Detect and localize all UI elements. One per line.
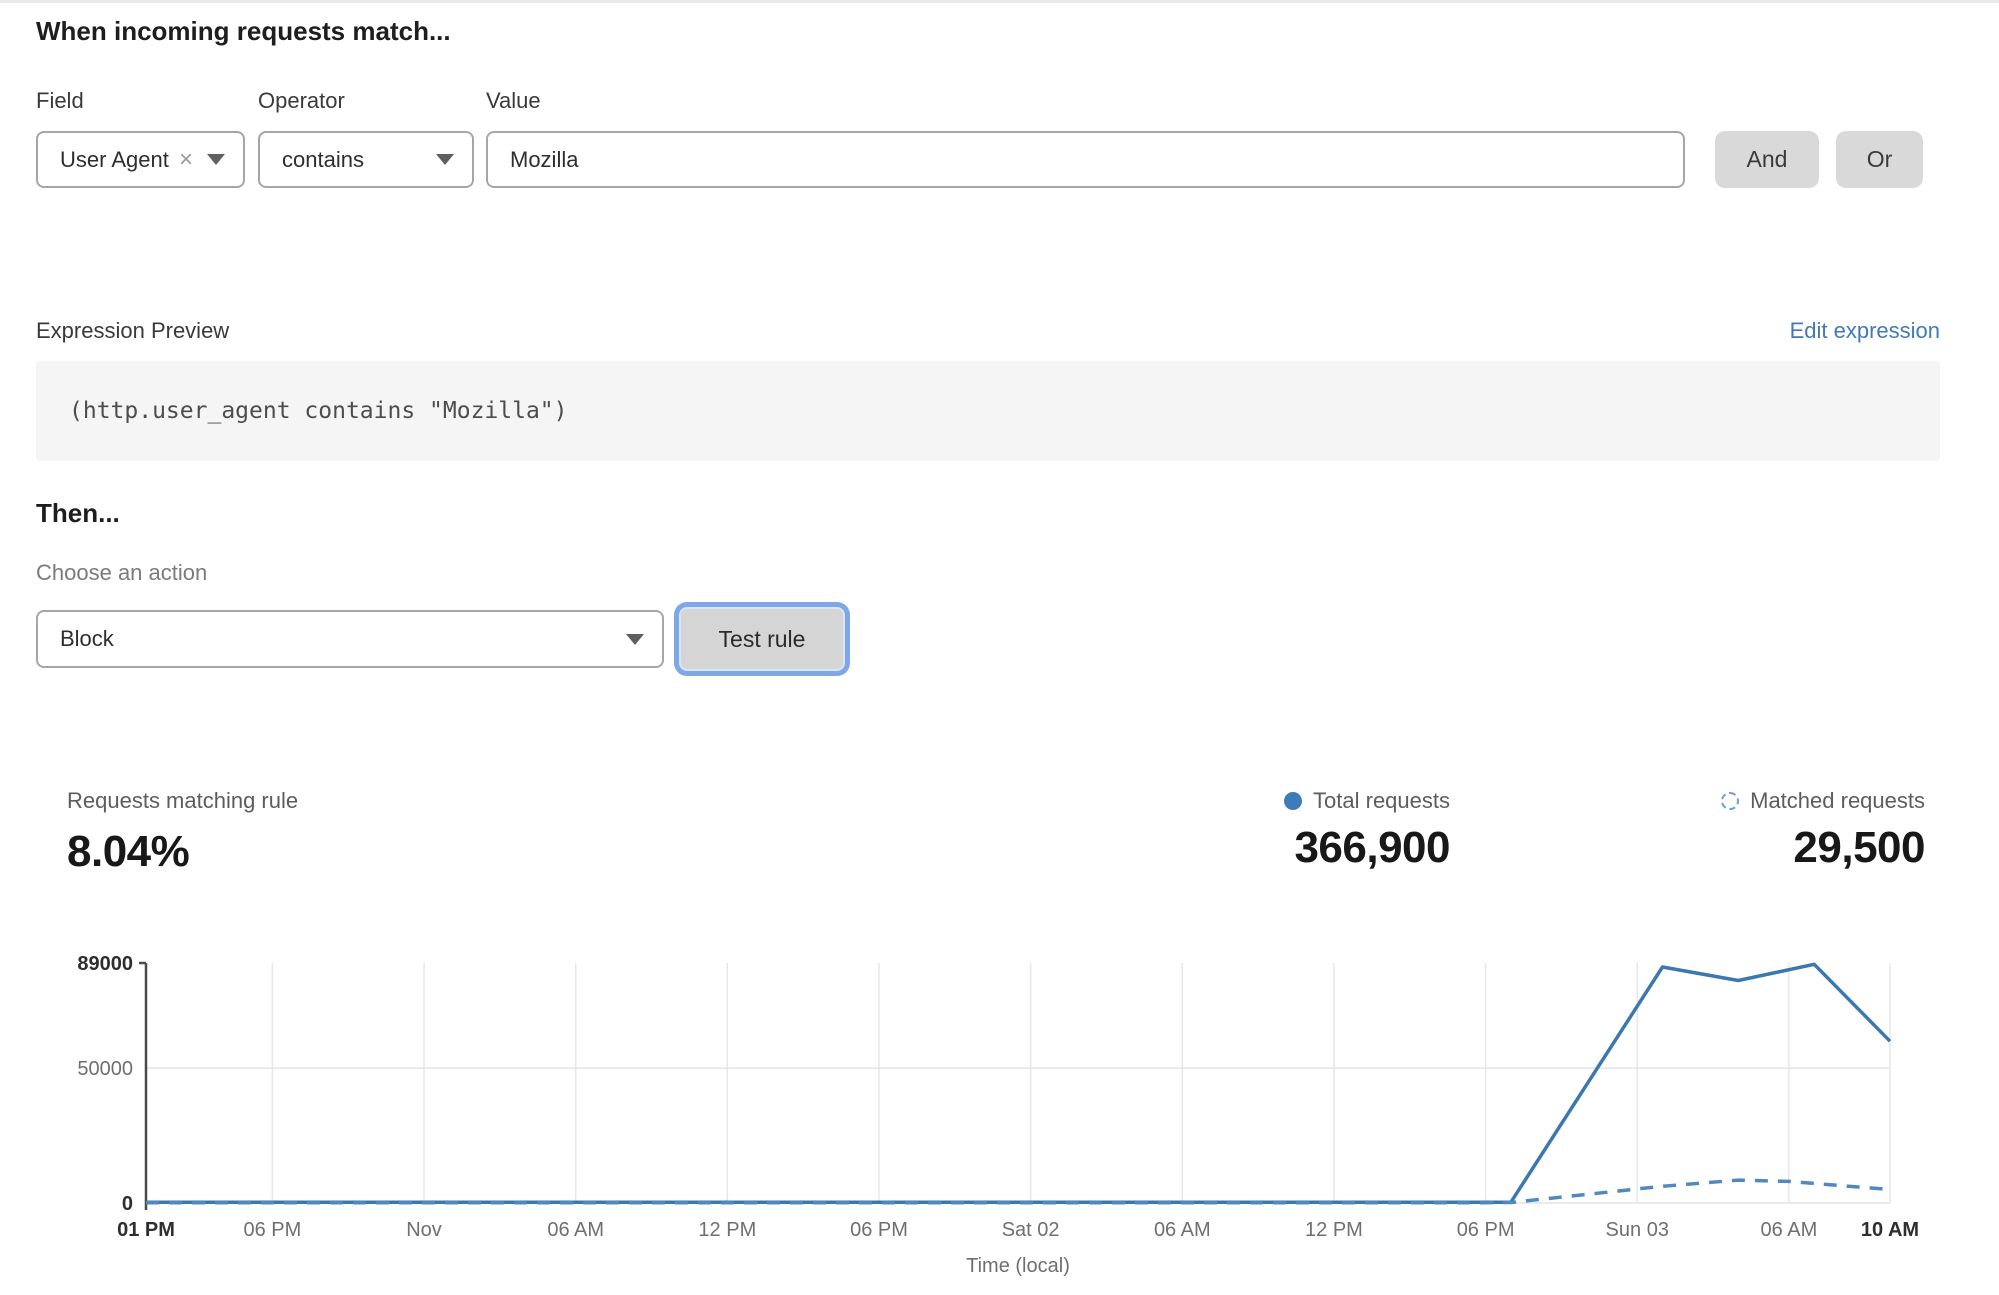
- matched-requests-label: Matched requests: [1750, 788, 1925, 813]
- x-tick-label: 06 AM: [1761, 1219, 1818, 1241]
- y-tick-label: 0: [122, 1193, 133, 1215]
- y-tick-label: 50000: [77, 1058, 133, 1080]
- close-icon[interactable]: ×: [178, 145, 193, 173]
- expression-preview-label: Expression Preview: [36, 318, 230, 343]
- total-requests-label: Total requests: [1313, 788, 1450, 813]
- x-tick-label: Sun 03: [1606, 1219, 1669, 1241]
- y-tick-label: 89000: [77, 953, 133, 975]
- edit-expression-link[interactable]: Edit expression: [1789, 318, 1940, 343]
- operator-selected-value: contains: [282, 146, 364, 172]
- x-tick-label: 06 PM: [1457, 1219, 1515, 1241]
- action-select[interactable]: Block: [36, 610, 664, 668]
- matching-stat-label: Requests matching rule: [67, 788, 299, 813]
- expression-preview-box: (http.user_agent contains "Mozilla"): [36, 361, 1940, 461]
- matched-requests-legend-dashed-circle-icon: [1721, 792, 1740, 810]
- x-tick-label: Nov: [406, 1219, 442, 1241]
- matched-requests-stat: Matched requests 29,500: [1721, 788, 1925, 873]
- choose-action-label: Choose an action: [36, 560, 208, 585]
- operator-select[interactable]: contains: [258, 131, 474, 188]
- top-divider: [0, 0, 1999, 3]
- field-select[interactable]: User Agent ×: [36, 131, 245, 188]
- matched-requests-value: 29,500: [1793, 823, 1925, 872]
- x-tick-label: 06 PM: [243, 1219, 301, 1241]
- and-button[interactable]: And: [1715, 131, 1819, 188]
- field-selected-value: User Agent: [60, 146, 169, 172]
- page-title: When incoming requests match...: [36, 16, 451, 46]
- test-rule-button[interactable]: Test rule: [679, 607, 845, 671]
- chevron-down-icon: [436, 154, 454, 165]
- x-tick-label: 12 PM: [698, 1219, 756, 1241]
- matching-stat-value: 8.04%: [67, 827, 190, 876]
- matching-stat: Requests matching rule 8.04%: [67, 788, 298, 877]
- x-tick-label: Sat 02: [1002, 1219, 1060, 1241]
- x-axis-title: Time (local): [966, 1255, 1070, 1277]
- x-tick-label: 01 PM: [117, 1219, 175, 1241]
- total-requests-value: 366,900: [1294, 823, 1450, 872]
- x-tick-label: 06 AM: [547, 1219, 604, 1241]
- x-tick-label: 10 AM: [1861, 1219, 1919, 1241]
- chevron-down-icon: [626, 633, 644, 645]
- operator-label: Operator: [258, 88, 345, 113]
- x-tick-label: 06 AM: [1154, 1219, 1211, 1241]
- chevron-down-icon: [207, 154, 225, 165]
- field-label: Field: [36, 88, 84, 113]
- value-label: Value: [486, 88, 541, 113]
- total-requests-line: [146, 962, 1892, 1205]
- then-heading: Then...: [36, 498, 120, 528]
- or-button[interactable]: Or: [1836, 131, 1923, 188]
- x-tick-label: 06 PM: [850, 1219, 908, 1241]
- matched-requests-line: [146, 1178, 1891, 1205]
- total-requests-stat: Total requests 366,900: [1284, 788, 1450, 873]
- action-selected-value: Block: [60, 626, 114, 651]
- x-tick-label: 12 PM: [1305, 1219, 1363, 1241]
- total-requests-legend-dot-icon: [1284, 792, 1303, 810]
- requests-time-series-chart: 89000 50000 0 01 PM 06 PM Nov 06 AM 12 PM 06 PM S…: [77, 953, 1919, 1277]
- expression-code: (http.user_agent contains "Mozilla"): [69, 398, 568, 424]
- value-input[interactable]: [486, 131, 1685, 188]
